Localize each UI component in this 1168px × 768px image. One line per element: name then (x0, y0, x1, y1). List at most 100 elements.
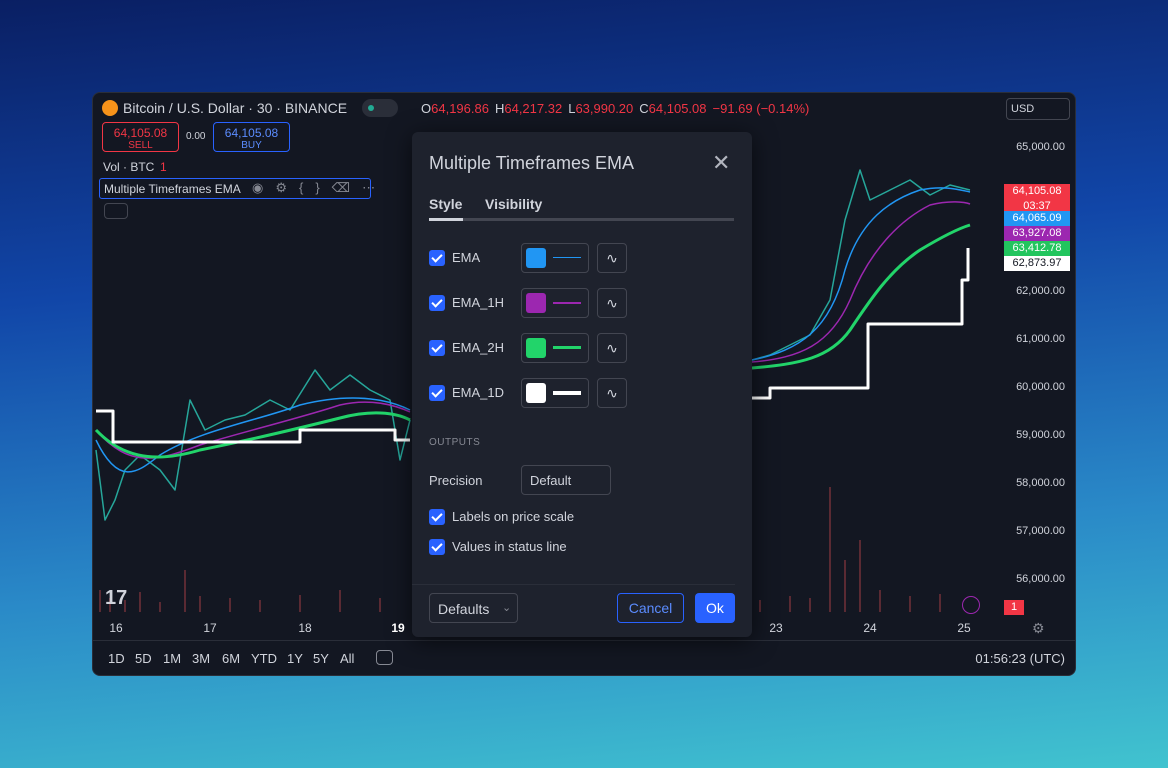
range-button[interactable]: 6M (222, 651, 241, 666)
range-button[interactable]: 1M (163, 651, 182, 666)
ohlc-value: 64,217.32 (504, 101, 563, 116)
date-tick-label: 16 (109, 621, 123, 635)
spread: 0.00 (186, 131, 206, 142)
range-button[interactable]: 1Y (287, 651, 303, 666)
date-tick-label: 18 (298, 621, 312, 635)
line-style-button[interactable]: ∿ (597, 378, 627, 408)
price-label: 64,065.09 (1004, 211, 1070, 226)
status-pill[interactable] (362, 99, 398, 117)
tab-bar (429, 218, 734, 221)
plot-checkbox[interactable] (429, 340, 445, 356)
bar-count: 1 (1004, 600, 1024, 615)
range-button[interactable]: 1D (108, 651, 125, 666)
line-style-button[interactable]: ∿ (597, 243, 627, 273)
volume-value: 1 (160, 160, 167, 174)
price-tick-label: 61,000.00 (1016, 333, 1065, 345)
plot-checkbox[interactable] (429, 295, 445, 311)
price-tick-label: 59,000.00 (1016, 429, 1065, 441)
indicator-icons[interactable]: ◉⚙{}⌫⋯ (252, 180, 388, 195)
precision-value: Default (530, 473, 572, 488)
ohlc-row: O64,196.86 H64,217.32 L63,990.20 C64,105.08… (410, 101, 809, 116)
price-label-countdown: 03:37 (1023, 200, 1051, 212)
ohlc-key: H (494, 101, 505, 116)
range-button[interactable]: 5Y (313, 651, 329, 666)
currency-select[interactable]: USD (1006, 98, 1070, 120)
defaults-label: Defaults (438, 601, 490, 617)
alert-icon[interactable] (962, 596, 980, 614)
price-tick-label: 60,000.00 (1016, 381, 1065, 393)
settings-dialog: Multiple Timeframes EMA ✕ Defaults ⌄ Can… (412, 132, 752, 637)
price-label-value: 63,412.78 (1012, 242, 1062, 254)
price-tick-label: 62,000.00 (1016, 285, 1065, 297)
ohlc-value: 64,196.86 (431, 101, 489, 116)
line-style-button[interactable]: ∿ (597, 288, 627, 318)
indicator-name: Multiple Timeframes EMA (104, 182, 241, 196)
color-button[interactable] (521, 243, 589, 273)
close-button[interactable]: ✕ (712, 150, 731, 175)
buy-label: BUY (241, 140, 262, 151)
buy-button[interactable]: 64,105.08 BUY (213, 122, 290, 152)
line-style-button[interactable]: ∿ (597, 333, 627, 363)
indicator-legend[interactable]: Multiple Timeframes EMA ◉⚙{}⌫⋯ (99, 178, 375, 199)
plot-checkbox[interactable] (429, 250, 445, 266)
currency: USD (1011, 103, 1035, 115)
date-tick-label: 19 (391, 621, 405, 635)
volume-bars (99, 487, 941, 612)
date-tick-label: 24 (863, 621, 877, 635)
plot-checkbox[interactable] (429, 385, 445, 401)
plot-name: EMA (452, 250, 481, 265)
price-tick-label: 57,000.00 (1016, 525, 1065, 537)
range-button[interactable]: YTD (251, 651, 277, 666)
option-checkbox[interactable] (429, 509, 445, 525)
range-button[interactable]: All (340, 651, 355, 666)
option-label: Labels on price scale (452, 509, 575, 524)
price-tick-label: 56,000.00 (1016, 573, 1065, 585)
date-tick-label: 17 (203, 621, 217, 635)
price-candles (95, 169, 971, 521)
price-label-value: 63,927.08 (1012, 227, 1062, 239)
date-range-icon[interactable] (376, 650, 393, 665)
option-label: Values in status line (452, 539, 567, 554)
coin-icon (102, 100, 118, 116)
symbol-title: Bitcoin / U.S. Dollar · 30 · BINANCE (123, 100, 348, 116)
defaults-button[interactable]: Defaults ⌄ (429, 593, 518, 623)
price-label-value: 64,105.08 (1012, 185, 1062, 197)
dialog-tab[interactable]: Style (429, 196, 463, 212)
status-dot (368, 105, 374, 111)
line-sample (553, 346, 581, 349)
collapse-button[interactable] (104, 203, 128, 219)
color-swatch (526, 383, 546, 403)
sell-label: SELL (128, 140, 153, 151)
settings-icon[interactable]: ⚙ (1032, 620, 1045, 636)
chevron: ⌄ (502, 602, 512, 614)
range-button[interactable]: 3M (192, 651, 211, 666)
ohlc-key: C (639, 101, 649, 116)
color-swatch (526, 338, 546, 358)
ohlc-key: O (421, 101, 432, 116)
dialog-title: Multiple Timeframes EMA (429, 153, 635, 173)
price-label: 64,105.08 03:37 (1004, 184, 1070, 214)
dialog-tab[interactable]: Visibility (485, 196, 543, 212)
ok-button[interactable]: Ok (695, 593, 735, 623)
clock: 01:56:23 (UTC) (975, 651, 1065, 666)
price-tick-label: 58,000.00 (1016, 477, 1065, 489)
cancel-button[interactable]: Cancel (617, 593, 684, 623)
sell-price: 64,105.08 (113, 126, 168, 140)
color-button[interactable] (521, 333, 589, 363)
change: −91.69 (−0.14%) (712, 101, 810, 116)
footer-divider (412, 584, 735, 585)
ema-blue (95, 187, 971, 473)
color-button[interactable] (521, 288, 589, 318)
bottom-divider (92, 640, 1076, 641)
range-button[interactable]: 5D (135, 651, 152, 666)
precision-select[interactable]: Default (521, 465, 611, 495)
ohlc-key: L (568, 101, 576, 116)
sell-button[interactable]: 64,105.08 SELL (102, 122, 179, 152)
precision-label: Precision (429, 473, 483, 488)
option-checkbox[interactable] (429, 539, 445, 555)
color-button[interactable] (521, 378, 589, 408)
line-sample (553, 257, 581, 258)
price-tick-label: 65,000.00 (1016, 141, 1065, 153)
